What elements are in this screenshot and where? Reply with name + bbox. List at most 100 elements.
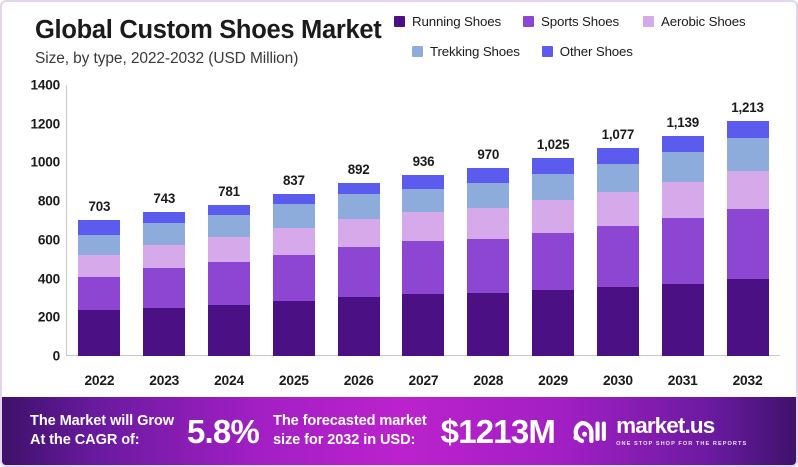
bar-segment[interactable] bbox=[726, 138, 769, 171]
bar-segment[interactable] bbox=[726, 278, 769, 356]
legend-item-trekking-shoes[interactable]: Trekking Shoes bbox=[412, 44, 520, 59]
bar-segment[interactable] bbox=[337, 194, 380, 219]
logo-tagline: ONE STOP SHOP FOR THE REPORTS bbox=[616, 440, 748, 447]
legend-row-1: Running Shoes Sports Shoes Aerobic Shoes bbox=[394, 14, 794, 29]
bar-group[interactable]: 703 bbox=[78, 85, 121, 356]
y-axis: 0 200 400 600 800 1000 1200 1400 bbox=[12, 78, 61, 364]
bar-segment[interactable] bbox=[143, 222, 186, 245]
bar-segment[interactable] bbox=[467, 207, 510, 239]
bar-segment[interactable] bbox=[661, 217, 704, 284]
bar-segment[interactable] bbox=[208, 214, 251, 238]
y-axis-tick: 800 bbox=[37, 193, 60, 209]
bar-value-label: 781 bbox=[218, 183, 240, 199]
bar-group[interactable]: 970 bbox=[467, 85, 510, 356]
chart-plot-area: 0 200 400 600 800 1000 1200 1400 703 743 781 837 89… bbox=[2, 78, 796, 398]
forecast-caption-line-1: The forecasted market bbox=[273, 412, 427, 429]
x-axis-tick: 2022 bbox=[84, 372, 115, 388]
bar-segment[interactable] bbox=[337, 218, 380, 248]
bar-segment[interactable] bbox=[532, 173, 575, 201]
legend-item-other-shoes[interactable]: Other Shoes bbox=[541, 44, 633, 59]
bar-group[interactable]: 892 bbox=[337, 85, 380, 356]
bar-segment[interactable] bbox=[726, 121, 769, 139]
bar-segment[interactable] bbox=[402, 188, 445, 213]
bar-segment[interactable] bbox=[661, 151, 704, 182]
bar-group[interactable]: 936 bbox=[402, 85, 445, 356]
bar-segment[interactable] bbox=[208, 204, 251, 215]
bar-segment[interactable] bbox=[78, 219, 121, 236]
bar-segment[interactable] bbox=[402, 241, 445, 294]
bar-group[interactable]: 1,077 bbox=[596, 85, 639, 356]
bar-series-container: 703 743 781 837 892 936 970 1,025 1,077 1,139 1,21… bbox=[67, 85, 780, 356]
bar-segment[interactable] bbox=[272, 204, 315, 229]
bar-value-label: 1,213 bbox=[731, 100, 764, 116]
bar-segment[interactable] bbox=[596, 225, 639, 288]
bar-segment[interactable] bbox=[532, 232, 575, 291]
bar-stack bbox=[532, 157, 575, 356]
cagr-caption-line-1: The Market will Grow bbox=[30, 412, 174, 429]
footer-banner: The Market will Grow At the CAGR of: 5.8… bbox=[2, 397, 796, 465]
bar-segment[interactable] bbox=[78, 254, 121, 277]
bar-value-label: 743 bbox=[153, 191, 176, 207]
bar-segment[interactable] bbox=[337, 183, 380, 194]
bar-segment[interactable] bbox=[272, 228, 315, 256]
footer-banner-content: The Market will Grow At the CAGR of: 5.8… bbox=[2, 412, 796, 451]
bar-segment[interactable] bbox=[596, 147, 639, 165]
bar-segment[interactable] bbox=[208, 262, 251, 306]
cagr-value: 5.8% bbox=[186, 412, 260, 450]
bar-segment[interactable] bbox=[661, 283, 704, 356]
bar-segment[interactable] bbox=[467, 238, 510, 293]
bar-segment[interactable] bbox=[596, 287, 639, 356]
bar-segment[interactable] bbox=[143, 212, 186, 223]
bar-segment[interactable] bbox=[337, 247, 380, 297]
bar-segment[interactable] bbox=[143, 268, 186, 308]
y-axis-tick: 600 bbox=[37, 232, 60, 248]
legend-label: Sports Shoes bbox=[540, 14, 620, 29]
bar-segment[interactable] bbox=[402, 212, 445, 242]
bar-segment[interactable] bbox=[467, 168, 510, 184]
bar-segment[interactable] bbox=[78, 276, 121, 311]
bar-segment[interactable] bbox=[726, 170, 769, 209]
bar-stack bbox=[143, 212, 186, 356]
legend-label: Aerobic Shoes bbox=[661, 14, 746, 29]
bar-group[interactable]: 837 bbox=[272, 85, 315, 356]
bar-segment[interactable] bbox=[467, 183, 510, 208]
bar-segment[interactable] bbox=[272, 194, 315, 205]
legend-item-aerobic-shoes[interactable]: Aerobic Shoes bbox=[643, 14, 746, 29]
y-axis-tick: 1400 bbox=[30, 77, 61, 93]
bar-segment[interactable] bbox=[467, 292, 510, 356]
bar-group[interactable]: 1,139 bbox=[661, 85, 704, 356]
legend-swatch-icon bbox=[541, 46, 553, 57]
bar-value-label: 936 bbox=[412, 153, 435, 169]
bar-segment[interactable] bbox=[78, 235, 121, 255]
bar-segment[interactable] bbox=[208, 305, 251, 356]
legend-item-running-shoes[interactable]: Running Shoes bbox=[394, 14, 501, 29]
bar-segment[interactable] bbox=[208, 237, 251, 263]
bar-group[interactable]: 743 bbox=[143, 85, 186, 356]
bar-segment[interactable] bbox=[532, 200, 575, 233]
bar-segment[interactable] bbox=[661, 135, 704, 152]
x-axis-tick: 2029 bbox=[538, 372, 569, 388]
bar-stack bbox=[78, 219, 121, 356]
bar-segment[interactable] bbox=[143, 244, 186, 269]
bar-segment[interactable] bbox=[726, 208, 769, 279]
bar-segment[interactable] bbox=[78, 310, 121, 356]
bar-segment[interactable] bbox=[272, 301, 315, 356]
bar-segment[interactable] bbox=[143, 307, 186, 356]
bar-group[interactable]: 781 bbox=[208, 85, 251, 356]
market-us-logo-icon bbox=[573, 420, 607, 444]
bar-segment[interactable] bbox=[402, 174, 445, 189]
bar-group[interactable]: 1,213 bbox=[726, 85, 769, 356]
legend-item-sports-shoes[interactable]: Sports Shoes bbox=[522, 14, 620, 29]
bar-segment[interactable] bbox=[596, 164, 639, 192]
bar-segment[interactable] bbox=[402, 293, 445, 356]
bar-segment[interactable] bbox=[532, 157, 575, 174]
bar-segment[interactable] bbox=[337, 296, 380, 356]
page-title: Global Custom Shoes Market bbox=[35, 16, 382, 44]
bar-value-label: 837 bbox=[282, 172, 305, 188]
market-us-logo[interactable]: market.us ONE STOP SHOP FOR THE REPORTS bbox=[573, 415, 747, 447]
bar-segment[interactable] bbox=[596, 191, 639, 226]
bar-group[interactable]: 1,025 bbox=[532, 85, 575, 356]
bar-segment[interactable] bbox=[661, 182, 704, 218]
bar-segment[interactable] bbox=[272, 255, 315, 302]
bar-segment[interactable] bbox=[532, 290, 575, 356]
